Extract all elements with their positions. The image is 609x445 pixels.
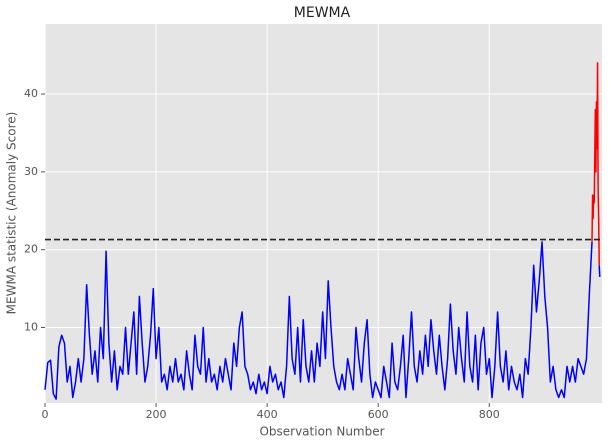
x-tick-label: 400 (257, 408, 278, 421)
y-tick-label: 20 (24, 243, 38, 256)
x-axis-label: Observation Number (259, 425, 384, 439)
x-tick-label: 0 (42, 408, 49, 421)
series-line (44, 241, 601, 400)
y-tick-label: 30 (24, 165, 38, 178)
chart-title: MEWMA (294, 5, 351, 21)
x-tick-label: 800 (479, 408, 500, 421)
y-axis-label: MEWMA statistic (Anomaly Score) (5, 112, 19, 315)
marks (44, 62, 602, 400)
series-line (591, 62, 600, 266)
plot-background (45, 24, 602, 403)
y-tick-label: 40 (24, 87, 38, 100)
y-tick-label: 10 (24, 321, 38, 334)
x-tick-label: 600 (368, 408, 389, 421)
x-tick-label: 200 (146, 408, 167, 421)
